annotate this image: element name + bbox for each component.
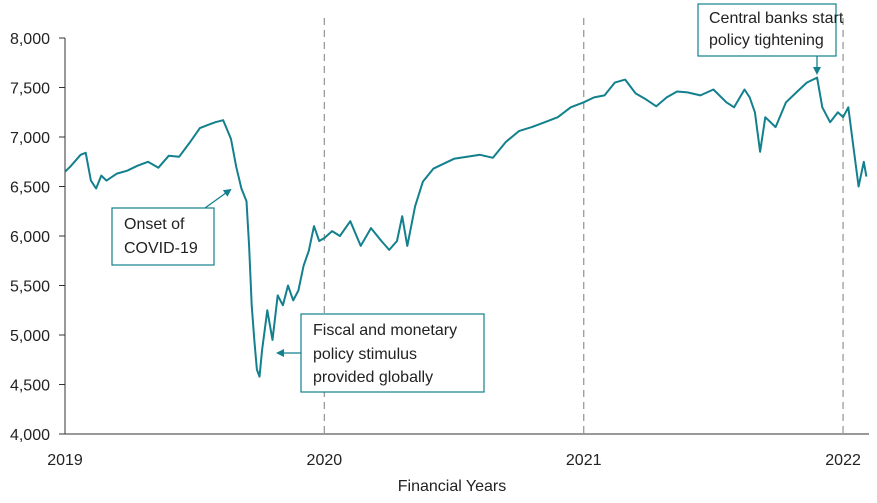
y-tick-label-0: 4,000 — [10, 427, 50, 444]
annotation-box-0 — [111, 207, 215, 266]
x-axis-title: Financial Years — [398, 478, 507, 495]
series-group — [64, 76, 868, 378]
y-tick-label-1: 4,500 — [10, 378, 50, 395]
annotation-text-1-0: Fiscal and monetary — [313, 322, 457, 339]
annotation-1: Fiscal and monetary policy stimulus provid… — [276, 313, 485, 393]
annotation-0: Onset of COVID-19 — [111, 188, 232, 266]
annotation-text-0-1: COVID-19 — [124, 240, 198, 257]
y-axis-tick-labels: 4,000 4,500 5,000 5,500 6,000 6,500 7,000 7,500… — [10, 31, 65, 444]
annotation-box-2 — [697, 3, 837, 57]
y-tick-label-6: 7,000 — [10, 130, 50, 147]
annotation-text-0-0: Onset of — [124, 216, 185, 233]
x-tick-label-2: 2021 — [566, 452, 602, 469]
y-tick-label-4: 6,000 — [10, 229, 50, 246]
annotation-arrow-0 — [204, 188, 232, 209]
x-tick-label-3: 2022 — [825, 452, 861, 469]
y-tick-label-5: 6,500 — [10, 180, 50, 197]
series-line-0 — [64, 76, 868, 378]
x-tick-label-1: 2020 — [307, 452, 343, 469]
x-tick-label-0: 2019 — [47, 452, 83, 469]
y-tick-label-8: 8,000 — [10, 31, 50, 48]
annotations: Onset of COVID-19 Fiscal and monetary polic… — [111, 3, 844, 393]
x-axis-tick-labels: 2019 2020 2021 2022 — [47, 452, 861, 469]
annotation-box-1 — [300, 313, 485, 393]
annotation-2: Central banks start policy tightening — [697, 3, 844, 75]
y-tick-label-2: 5,000 — [10, 328, 50, 345]
y-tick-label-3: 5,500 — [10, 279, 50, 296]
annotation-text-2-1: policy tightening — [709, 32, 824, 49]
annotation-text-1-1: policy stimulus — [313, 346, 417, 363]
annotation-text-2-0: Central banks start — [709, 10, 844, 27]
annotation-text-1-2: provided globally — [313, 369, 433, 386]
y-tick-label-7: 7,500 — [10, 81, 50, 98]
year-divider-lines — [323, 18, 844, 434]
